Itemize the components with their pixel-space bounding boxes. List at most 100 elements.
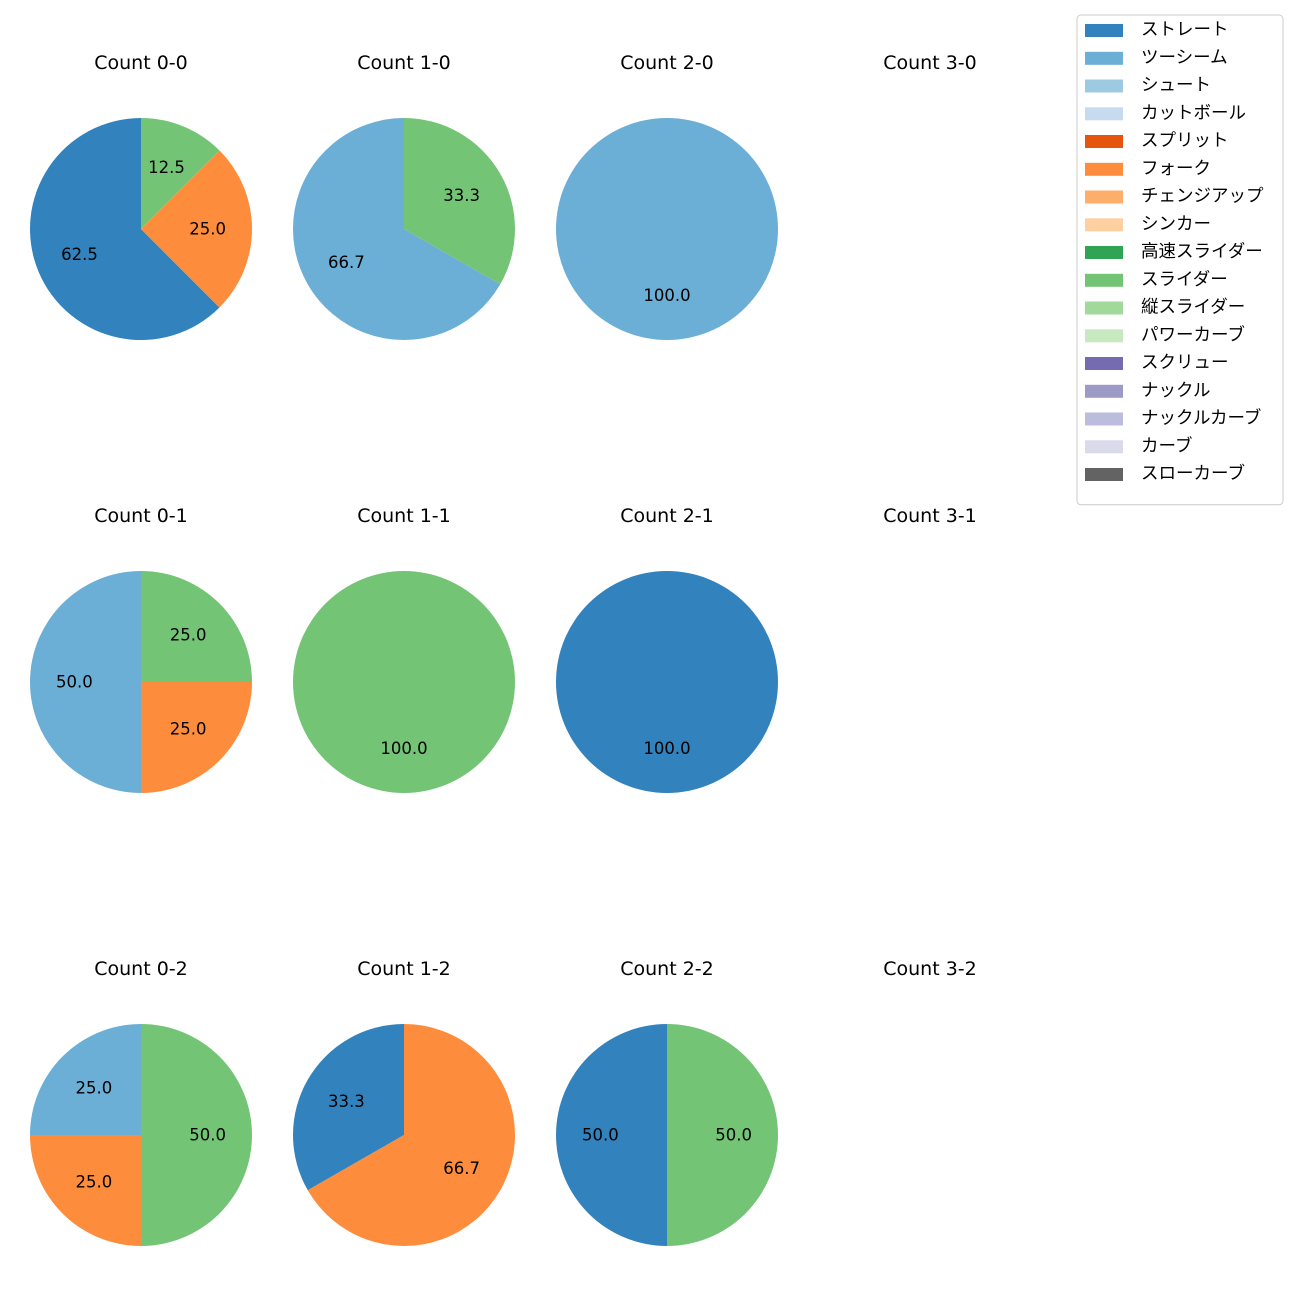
slice-count-1-2-2 xyxy=(307,1024,516,1246)
pie-count-1-0: Count 1-0 66.7 33.3 xyxy=(292,52,515,340)
legend-swatch xyxy=(1085,468,1123,481)
pie-count-1-1: Count 1-1 100.0 xyxy=(293,505,515,793)
pie-title: Count 1-1 xyxy=(357,505,451,527)
pie-title: Count 0-0 xyxy=(94,52,188,74)
slice-label-count-0-2-2: 25.0 xyxy=(76,1173,113,1192)
legend-swatch xyxy=(1085,51,1123,65)
legend-label: シンカー xyxy=(1141,214,1211,234)
legend-item: シュート xyxy=(1085,76,1211,96)
pie-count-2-0: Count 2-0 100.0 xyxy=(556,52,778,340)
legend-swatch xyxy=(1085,218,1123,232)
legend-item: シンカー xyxy=(1085,214,1211,234)
pie-title: Count 3-0 xyxy=(883,52,977,74)
slice-count-0-1-1 xyxy=(30,571,141,793)
slice-count-0-2-1 xyxy=(30,1024,141,1135)
legend-item: スクリュー xyxy=(1085,353,1229,373)
legend-item: スプリット xyxy=(1085,131,1229,151)
legend-label: パワーカーブ xyxy=(1141,324,1245,345)
legend-label: スローカーブ xyxy=(1141,463,1245,484)
slice-count-0-2-2 xyxy=(30,1135,141,1246)
slice-count-1-2-1 xyxy=(293,1024,404,1191)
legend-label: ツーシーム xyxy=(1141,48,1228,68)
slice-count-1-1-1 xyxy=(293,571,515,793)
legend-label: ナックル xyxy=(1141,381,1210,401)
legend-label: スクリュー xyxy=(1141,353,1229,373)
legend-swatch xyxy=(1085,79,1123,93)
legend-swatch xyxy=(1085,384,1123,398)
pie-title: Count 2-0 xyxy=(620,52,714,74)
slice-count-0-0-2 xyxy=(141,150,253,308)
slice-label-count-2-2-2: 50.0 xyxy=(715,1126,752,1145)
slice-label-count-0-1-3: 25.0 xyxy=(170,625,207,644)
legend-item: パワーカーブ xyxy=(1085,324,1245,345)
legend-item: カットボール xyxy=(1085,103,1246,123)
slice-count-0-0-3 xyxy=(141,118,220,229)
legend-item: ツーシーム xyxy=(1085,48,1228,68)
legend-label: スライダー xyxy=(1141,270,1228,290)
legend-swatch xyxy=(1085,107,1123,121)
slice-count-2-2-2 xyxy=(667,1024,778,1246)
legend-swatch xyxy=(1085,135,1123,148)
pie-title: Count 2-1 xyxy=(620,505,714,527)
legend-label: シュート xyxy=(1141,76,1211,96)
slice-count-1-0-2 xyxy=(404,118,515,285)
pie-title: Count 0-1 xyxy=(94,505,188,527)
slice-label-count-1-1-1: 100.0 xyxy=(380,739,427,758)
legend-label: カットボール xyxy=(1141,103,1246,123)
pie-count-2-2: Count 2-2 50.0 50.0 xyxy=(556,958,778,1246)
pie-title: Count 1-2 xyxy=(357,958,451,980)
pie-count-0-0: Count 0-0 62.5 25.0 12.5 xyxy=(30,52,253,341)
slice-label-count-1-2-2: 66.7 xyxy=(443,1159,480,1178)
legend-label: スプリット xyxy=(1141,131,1229,151)
legend-item: スローカーブ xyxy=(1085,463,1245,484)
slice-count-0-1-2 xyxy=(141,682,252,793)
legend-swatch xyxy=(1085,412,1123,426)
slice-label-count-0-0-3: 12.5 xyxy=(148,158,185,177)
legend-item: 高速スライダー xyxy=(1085,242,1263,262)
pie-count-3-0: Count 3-0 xyxy=(883,52,977,74)
legend-label: チェンジアップ xyxy=(1141,187,1264,207)
pie-count-2-1: Count 2-1 100.0 xyxy=(556,505,778,793)
legend-item: ナックルカーブ xyxy=(1085,408,1261,429)
pie-title: Count 1-0 xyxy=(357,52,451,74)
pie-count-1-2: Count 1-2 33.3 66.7 xyxy=(293,958,516,1246)
pie-count-0-1: Count 0-1 50.0 25.0 25.0 xyxy=(30,505,252,793)
legend-swatch xyxy=(1085,440,1123,454)
slice-label-count-2-1-1: 100.0 xyxy=(643,739,690,758)
legend-swatch xyxy=(1085,162,1123,176)
legend-swatch xyxy=(1085,24,1123,37)
pie-title: Count 2-2 xyxy=(620,958,714,980)
legend-item: チェンジアップ xyxy=(1085,187,1264,207)
slice-count-0-0-1 xyxy=(30,118,220,341)
slice-label-count-0-0-2: 25.0 xyxy=(189,220,226,239)
legend-swatch xyxy=(1085,273,1123,287)
slice-count-1-0-1 xyxy=(292,118,501,340)
slice-count-2-1-1 xyxy=(556,571,778,793)
legend-item: カーブ xyxy=(1085,435,1192,456)
pie-count-0-2: Count 0-2 25.0 25.0 50.0 xyxy=(30,958,252,1246)
slice-label-count-0-0-1: 62.5 xyxy=(61,245,98,264)
slice-label-count-1-2-1: 33.3 xyxy=(328,1092,365,1111)
pie-title: Count 3-2 xyxy=(883,958,977,980)
legend-label: ナックルカーブ xyxy=(1141,408,1261,429)
legend-item: フォーク xyxy=(1085,159,1211,179)
legend-frame xyxy=(1076,14,1284,506)
slice-label-count-0-2-1: 25.0 xyxy=(76,1078,113,1097)
slice-count-2-0-1 xyxy=(556,118,778,340)
slice-label-count-0-2-3: 50.0 xyxy=(189,1126,226,1145)
legend-item: ナックル xyxy=(1085,381,1210,401)
slice-label-count-0-1-2: 25.0 xyxy=(170,720,207,739)
legend-label: 高速スライダー xyxy=(1141,242,1263,262)
legend-label: 縦スライダー xyxy=(1141,298,1245,318)
pie-count-3-1: Count 3-1 xyxy=(883,505,977,527)
legend-swatch xyxy=(1085,329,1123,343)
slice-label-count-1-0-1: 66.7 xyxy=(328,253,365,272)
pie-title: Count 0-2 xyxy=(94,958,188,980)
slice-label-count-2-0-1: 100.0 xyxy=(643,286,690,305)
slice-label-count-2-2-1: 50.0 xyxy=(582,1126,619,1145)
pie-count-3-2: Count 3-2 xyxy=(883,958,977,980)
slice-count-2-2-1 xyxy=(556,1024,667,1246)
legend-label: ストレート xyxy=(1141,20,1229,40)
legend-item: スライダー xyxy=(1085,270,1228,290)
